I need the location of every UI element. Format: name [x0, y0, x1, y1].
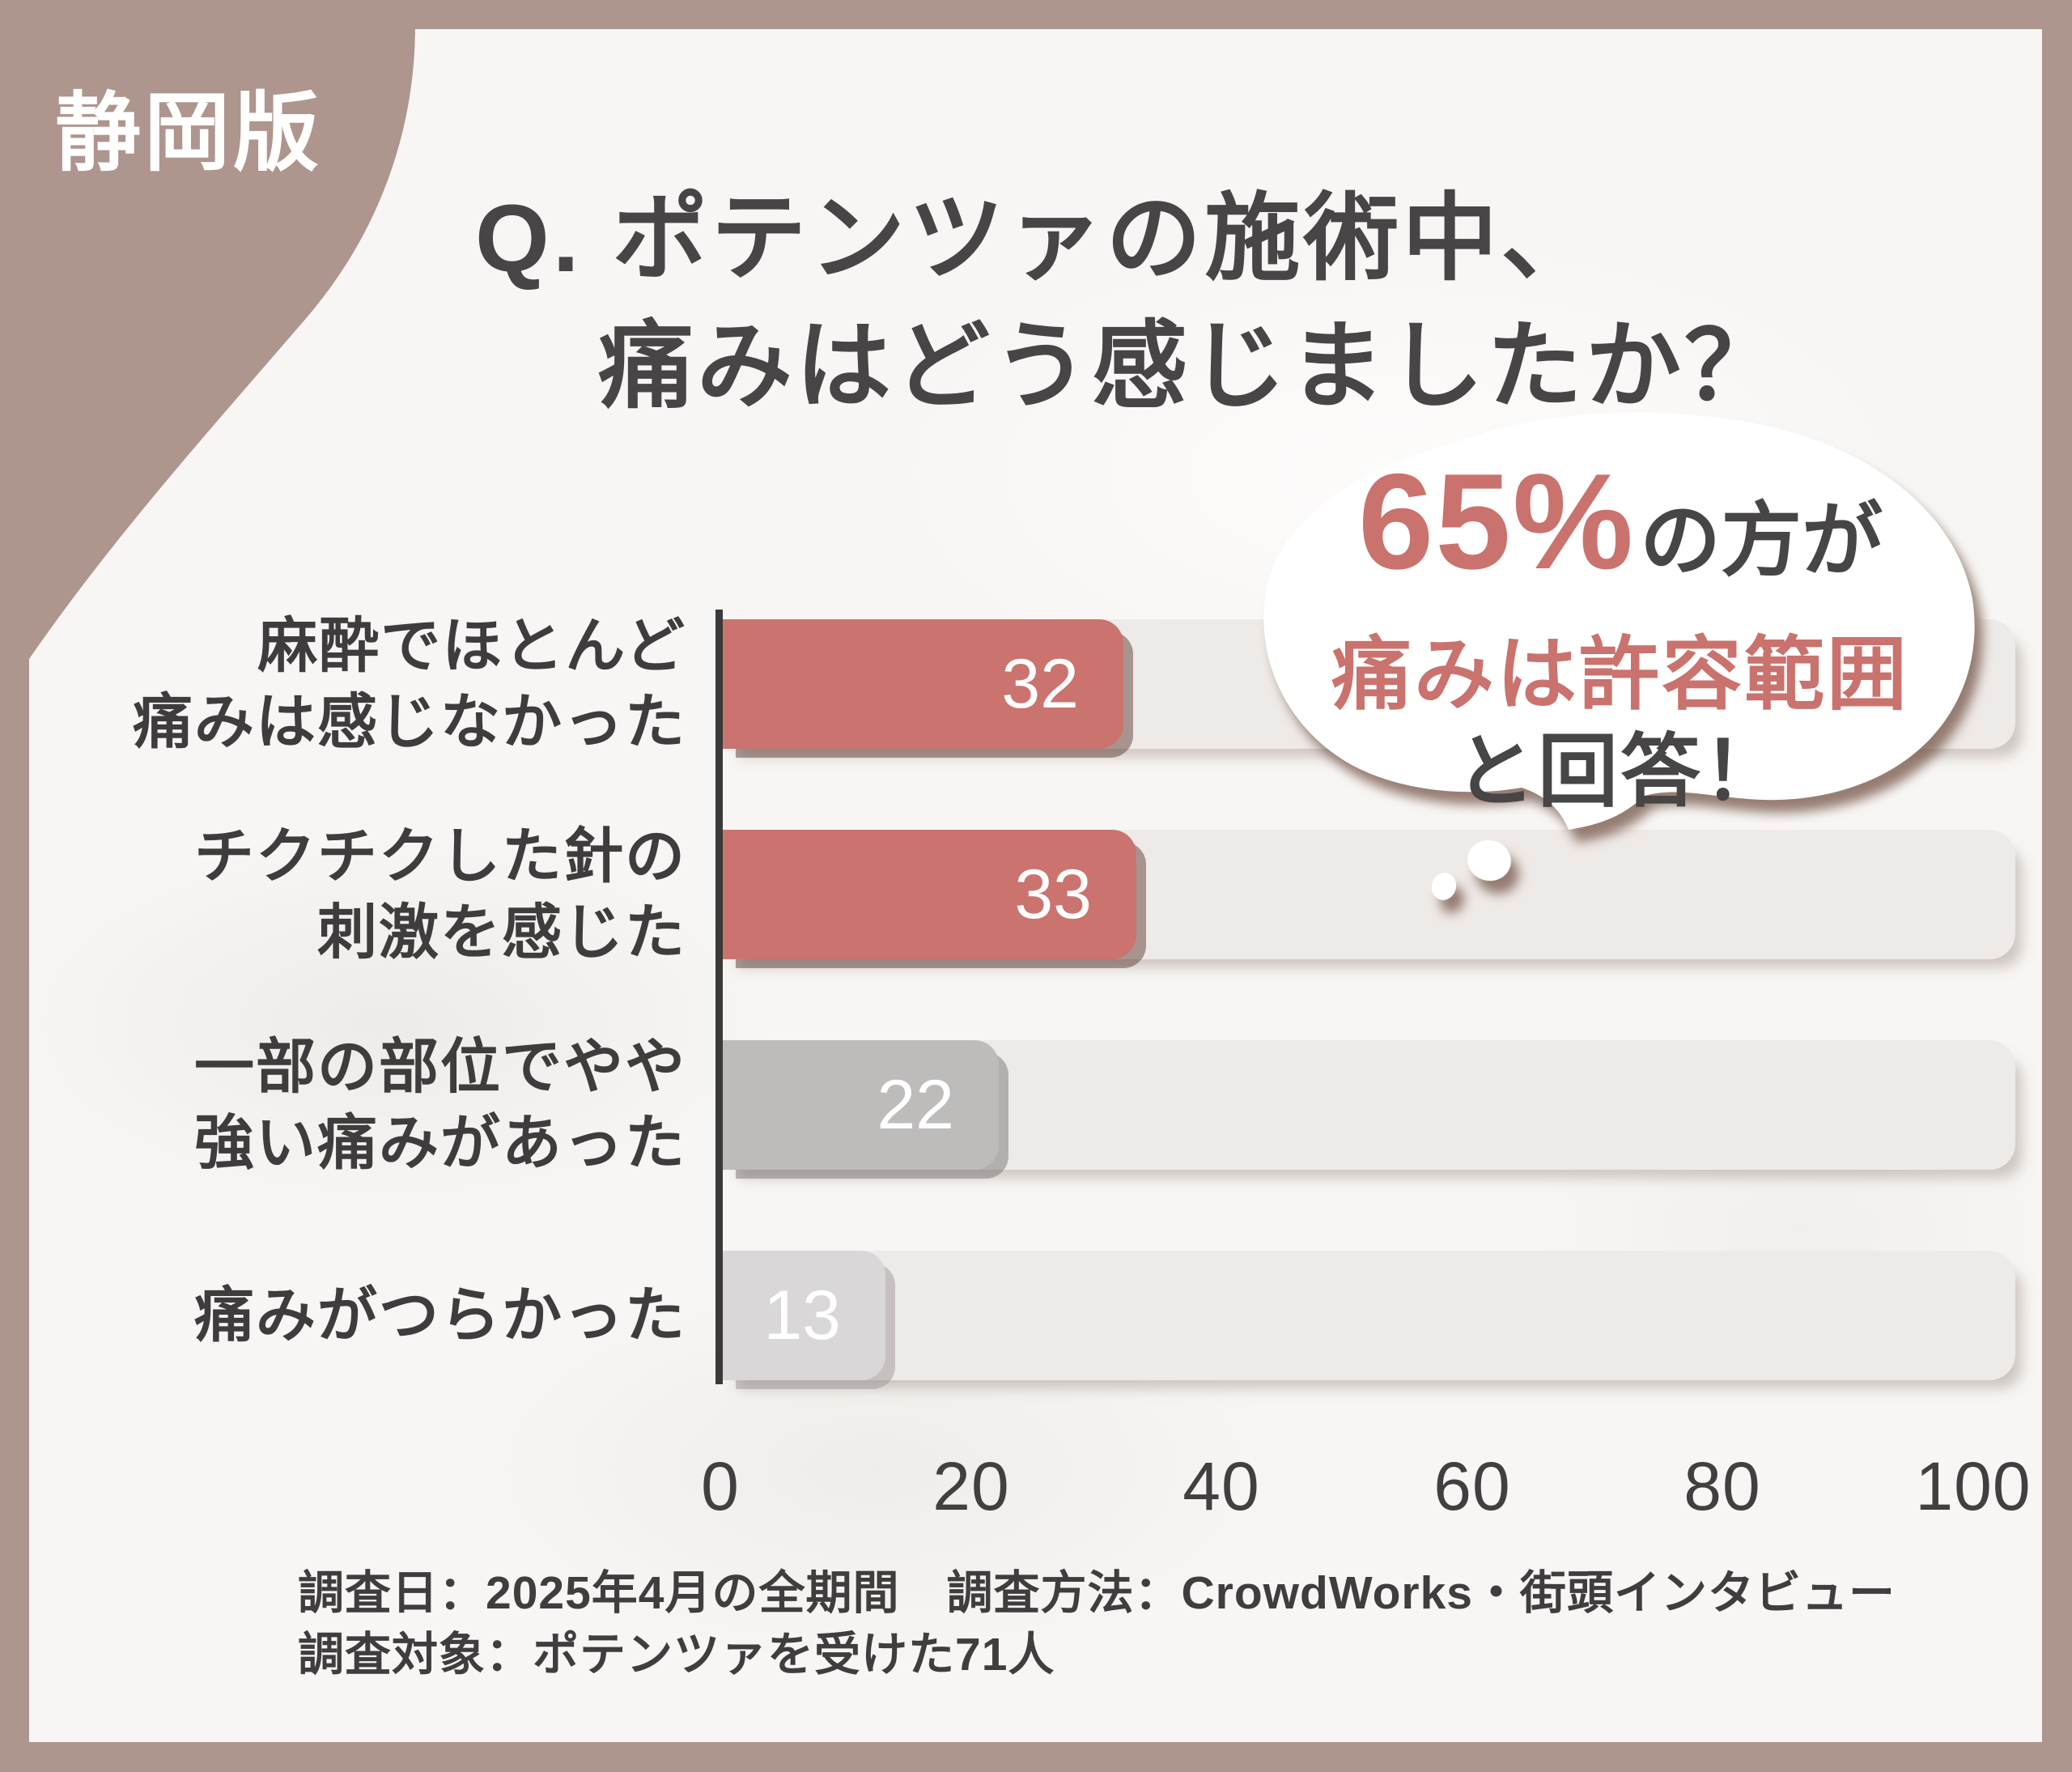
chart-row: 痛みがつらかった 13: [0, 1251, 2072, 1380]
thought-dot-small: [1431, 873, 1457, 900]
badge-label: 静岡版: [55, 86, 322, 181]
page-title-line1: Q. ポテンツァの施術中、: [475, 185, 1600, 292]
x-tick-label: 60: [1433, 1448, 1511, 1524]
bubble-percent-suffix: の方が: [1640, 495, 1883, 586]
bar-value: 33: [1014, 856, 1092, 933]
thought-dot-large: [1467, 839, 1511, 882]
bubble-answer: と回答！: [1455, 726, 1785, 816]
x-tick-label: 40: [1182, 1448, 1260, 1524]
bar: 13: [723, 1251, 885, 1380]
row-label: 一部の部位でやや 強い痛みがあった: [194, 1033, 686, 1176]
x-tick-label: 0: [701, 1448, 740, 1524]
bubble-percent: 65%: [1357, 445, 1636, 597]
speech-bubble: [1263, 412, 1975, 900]
speech-bubble-shape: [1263, 412, 1975, 830]
footer-line1: 調査日：2025年4月の全期間 調査方法：CrowdWorks・街頭インタビュー: [298, 1567, 1896, 1619]
chart-row: チクチクした針の 刺激を感じた 33: [0, 822, 2072, 966]
bar: 22: [723, 1040, 999, 1170]
bubble-headline: 65% の方が: [1260, 444, 1981, 600]
y-axis-line: [715, 610, 723, 1384]
bar: 32: [723, 619, 1123, 749]
bar-value: 22: [877, 1066, 954, 1144]
row-label: 痛みがつらかった: [194, 1281, 686, 1349]
bar: 33: [723, 830, 1136, 959]
row-label: チクチクした針の 刺激を感じた: [194, 822, 686, 966]
x-tick-label: 100: [1915, 1448, 2032, 1524]
bar-track: [723, 1251, 2015, 1380]
bubble-highlight: 痛みは許容範囲: [1331, 629, 1909, 719]
page-title-line2: 痛みはどう感じましたか？: [598, 313, 1784, 420]
bar-value: 13: [763, 1277, 841, 1354]
chart-row: 一部の部位でやや 強い痛みがあった 22: [0, 1033, 2072, 1176]
x-tick-label: 80: [1684, 1448, 1761, 1524]
bar-value: 32: [1001, 645, 1079, 723]
x-tick-label: 20: [932, 1448, 1010, 1524]
row-label: 麻酔でほとんど 痛みは感じなかった: [133, 612, 686, 755]
footer-line2: 調査対象：ポテンツァを受けた71人: [298, 1629, 1055, 1681]
